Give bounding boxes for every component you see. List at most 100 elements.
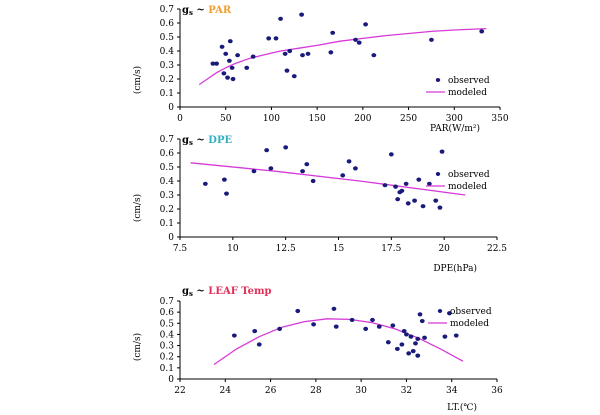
observed-point bbox=[370, 317, 375, 323]
x-tick-label: 22.5 bbox=[487, 244, 507, 254]
observed-point bbox=[266, 36, 272, 41]
legend-observed-label: observed bbox=[448, 76, 490, 86]
x-tick-label: 32 bbox=[401, 386, 412, 396]
observed-point bbox=[439, 149, 445, 154]
observed-point bbox=[356, 40, 362, 45]
y-tick-label: 0.7 bbox=[160, 5, 175, 15]
observed-point bbox=[433, 198, 439, 203]
chart-2: gs ~ DPE 0 0.1 0.2 0.3 0.4 0.5 0.6 0.7 7.5 10 12.5 1… bbox=[132, 135, 507, 274]
observed-point bbox=[420, 204, 426, 209]
y-tick-label: 0.1 bbox=[160, 364, 174, 374]
y-tick-label: 0.4 bbox=[160, 47, 175, 57]
observed-point bbox=[295, 308, 301, 314]
observed-point bbox=[395, 197, 401, 202]
y-tick-label: 0.4 bbox=[160, 330, 175, 340]
observed-point bbox=[311, 322, 316, 327]
observed-point bbox=[227, 39, 233, 44]
x-tick-label: 10 bbox=[227, 244, 239, 254]
y-tick-label: 0.7 bbox=[160, 135, 175, 145]
title-variable: LEAF Temp bbox=[208, 286, 271, 297]
y-tick-label: 0.2 bbox=[160, 205, 174, 215]
observed-point bbox=[363, 326, 369, 331]
observed-point bbox=[399, 188, 405, 193]
x-tick-label: 200 bbox=[354, 114, 371, 124]
title-variable: PAR bbox=[208, 5, 232, 16]
y-axis-label: (cm/s) bbox=[132, 66, 143, 94]
chart-title: gs ~ DPE bbox=[182, 135, 232, 147]
observed-point bbox=[300, 169, 305, 174]
observed-point bbox=[415, 353, 421, 358]
title-variable: DPE bbox=[208, 135, 232, 146]
observed-point bbox=[393, 184, 398, 189]
observed-point bbox=[429, 37, 434, 42]
observed-point bbox=[224, 191, 229, 196]
x-tick-label: 22 bbox=[174, 386, 185, 396]
observed-point bbox=[388, 152, 394, 157]
x-tick-label: 36 bbox=[491, 386, 503, 396]
x-tick-label: 0 bbox=[177, 114, 183, 124]
observed-point bbox=[277, 326, 283, 331]
observed-point bbox=[287, 48, 293, 54]
observed-point bbox=[333, 324, 339, 329]
x-tick-label: 100 bbox=[263, 114, 280, 124]
x-tick-label: 24 bbox=[220, 386, 232, 396]
y-tick-label: 0.3 bbox=[160, 191, 175, 201]
modeled-curve bbox=[190, 162, 466, 196]
y-axis-label: (cm/s) bbox=[132, 194, 143, 222]
y-tick-label: 0.7 bbox=[160, 297, 175, 307]
x-tick-label: 300 bbox=[446, 114, 463, 124]
title-subscript: s bbox=[189, 289, 193, 298]
observed-point bbox=[225, 75, 230, 80]
observed-point bbox=[214, 61, 219, 66]
observed-point bbox=[284, 68, 290, 73]
title-subscript: s bbox=[189, 138, 193, 147]
observed-point bbox=[382, 183, 388, 188]
observed-point bbox=[385, 340, 391, 345]
y-tick-label: 0.1 bbox=[160, 89, 174, 99]
y-axis-label: (cm/s) bbox=[132, 333, 143, 361]
observed-point bbox=[268, 166, 274, 171]
observed-point bbox=[405, 201, 411, 206]
y-tick-label: 0.2 bbox=[160, 75, 174, 85]
observed-point bbox=[349, 317, 355, 323]
y-tick-label: 0.5 bbox=[160, 319, 175, 329]
x-tick-label: 7.5 bbox=[173, 244, 188, 254]
y-tick-label: 0.6 bbox=[160, 149, 175, 159]
observed-point bbox=[283, 145, 289, 150]
y-tick-label: 0.5 bbox=[160, 33, 175, 43]
observed-point bbox=[278, 16, 283, 21]
legend-observed-label: observed bbox=[450, 307, 492, 317]
observed-point bbox=[399, 342, 405, 347]
legend-modeled-label: modeled bbox=[448, 88, 487, 98]
observed-point bbox=[479, 29, 485, 34]
x-tick-label: 12.5 bbox=[276, 244, 296, 254]
observed-point bbox=[390, 323, 396, 328]
y-tick-label: 0.2 bbox=[160, 353, 174, 363]
observed-point bbox=[340, 173, 346, 178]
observed-point bbox=[413, 341, 418, 346]
observed-point bbox=[376, 324, 382, 329]
observed-point bbox=[210, 61, 216, 66]
observed-point bbox=[202, 181, 208, 186]
y-tick-label: 0.1 bbox=[160, 219, 174, 229]
observed-point bbox=[415, 336, 421, 341]
y-tick-label: 0.3 bbox=[160, 342, 175, 352]
observed-point bbox=[408, 334, 414, 339]
observed-point bbox=[346, 159, 352, 164]
legend-modeled-label: modeled bbox=[448, 182, 487, 192]
observed-point bbox=[426, 181, 432, 186]
legend-observed-label: observed bbox=[448, 170, 490, 180]
x-tick-label: 50 bbox=[220, 114, 232, 124]
observed-point bbox=[231, 333, 237, 338]
modeled-curve bbox=[198, 27, 487, 86]
observed-point bbox=[252, 328, 258, 334]
x-tick-label: 15 bbox=[333, 244, 345, 254]
title-tilde: ~ bbox=[193, 286, 208, 297]
y-tick-label: 0.6 bbox=[160, 308, 175, 318]
observed-point bbox=[419, 318, 425, 324]
title-subscript: s bbox=[189, 8, 193, 17]
observed-point bbox=[437, 205, 443, 210]
observed-point bbox=[394, 346, 400, 352]
chart-title: gs ~ PAR bbox=[182, 5, 232, 17]
legend-observed-marker bbox=[435, 78, 441, 82]
